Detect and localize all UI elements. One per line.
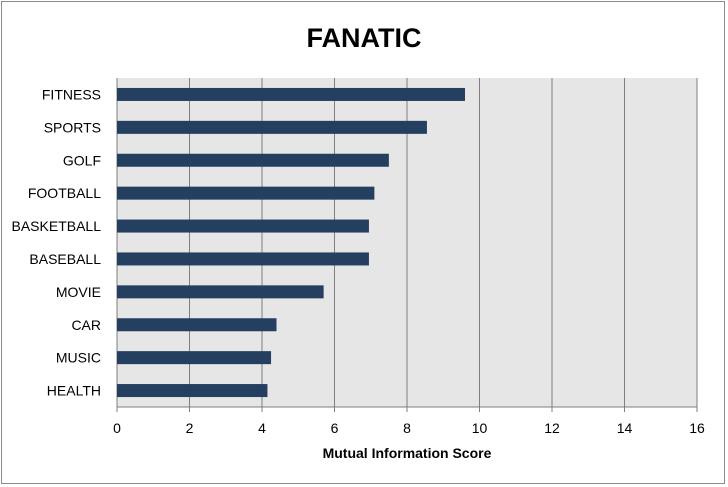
category-label-baseball: BASEBALL [29, 251, 101, 267]
bar-baseball [117, 252, 369, 266]
category-label-golf: GOLF [63, 152, 101, 168]
bar-football [117, 186, 375, 200]
category-label-music: MUSIC [56, 350, 101, 366]
category-label-basketball: BASKETBALL [12, 218, 102, 234]
x-tick-label-12: 12 [544, 420, 560, 436]
x-tick-label-4: 4 [258, 420, 266, 436]
bar-sports [117, 120, 427, 134]
category-label-football: FOOTBALL [28, 185, 101, 201]
bar-golf [117, 153, 389, 167]
category-label-fitness: FITNESS [42, 86, 101, 102]
bars [117, 87, 465, 398]
bar-music [117, 351, 272, 365]
x-tick-label-14: 14 [617, 420, 633, 436]
bar-basketball [117, 219, 369, 233]
x-tick-label-6: 6 [331, 420, 339, 436]
x-tick-label-0: 0 [113, 420, 121, 436]
category-label-car: CAR [71, 317, 101, 333]
chart-title: FANATIC [307, 23, 422, 53]
x-tick-labels: 0 2 4 6 8 10 12 14 16 [113, 420, 705, 436]
bar-car [117, 318, 277, 332]
bar-movie [117, 285, 324, 299]
category-label-sports: SPORTS [44, 119, 101, 135]
category-labels: FITNESS SPORTS GOLF FOOTBALL BASKETBALL BASEB… [12, 86, 102, 398]
x-tick-label-10: 10 [472, 420, 488, 436]
bar-fitness [117, 87, 465, 101]
category-label-movie: MOVIE [56, 284, 101, 300]
x-tick-label-8: 8 [403, 420, 411, 436]
x-tick-label-2: 2 [186, 420, 194, 436]
x-tick-label-16: 16 [689, 420, 705, 436]
x-axis-label: Mutual Information Score [323, 445, 492, 461]
bar-health [117, 384, 268, 398]
category-label-health: HEALTH [47, 383, 101, 399]
